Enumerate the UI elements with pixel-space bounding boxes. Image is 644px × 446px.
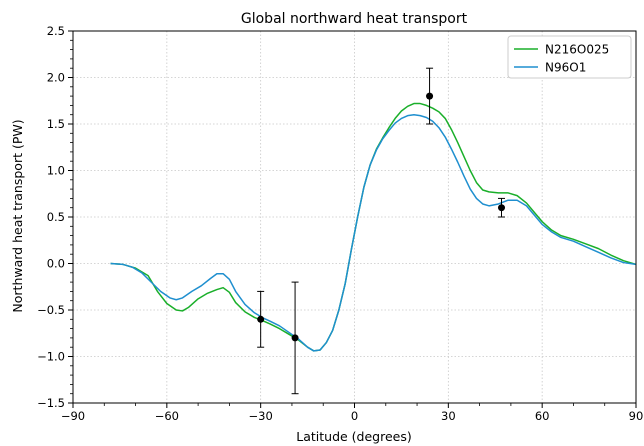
y-tick-label: 2.0: [47, 71, 65, 85]
y-tick-label: 0.5: [47, 210, 65, 224]
series-line-1: [110, 102, 637, 352]
observation-point: [291, 334, 299, 342]
x-tick-label: 90: [629, 409, 644, 423]
x-tick-label: −60: [155, 409, 179, 423]
y-tick-label: −0.5: [37, 303, 65, 317]
observation-point: [426, 92, 434, 100]
legend: N216O025 N96O1: [507, 35, 632, 79]
grid: [72, 30, 637, 404]
x-tick-label: 60: [535, 409, 550, 423]
series-layer: [110, 102, 637, 352]
y-tick-label: −1.5: [37, 396, 65, 410]
x-tick-label: −30: [249, 409, 273, 423]
y-axis-label: Northward heat transport (PW): [10, 119, 25, 312]
x-tick-label: 30: [441, 409, 456, 423]
legend-label-2: N96O1: [545, 61, 586, 75]
y-tick-label: 1.0: [47, 164, 65, 178]
legend-label-1: N216O025: [545, 43, 609, 57]
y-tick-label: 1.5: [47, 117, 65, 131]
y-tick-label: 2.5: [47, 24, 65, 38]
legend-box: [507, 35, 632, 79]
x-axis-label: Latitude (degrees): [296, 429, 412, 444]
chart-title: Global northward heat transport: [241, 11, 468, 27]
observation-point: [498, 204, 506, 212]
observations-layer: [257, 67, 506, 395]
x-tick-label: −90: [61, 409, 85, 423]
series-line-2: [110, 113, 637, 352]
observation-point: [257, 315, 265, 323]
axis-ticks: −90 −60 −30 0 30 60 90 −1.5 −1.0 −0.5 0.0 0.5 1.0 1.5…: [37, 24, 643, 423]
x-tick-label: 0: [351, 409, 358, 423]
y-tick-label: −1.0: [37, 350, 65, 364]
y-tick-label: 0.0: [47, 257, 65, 271]
